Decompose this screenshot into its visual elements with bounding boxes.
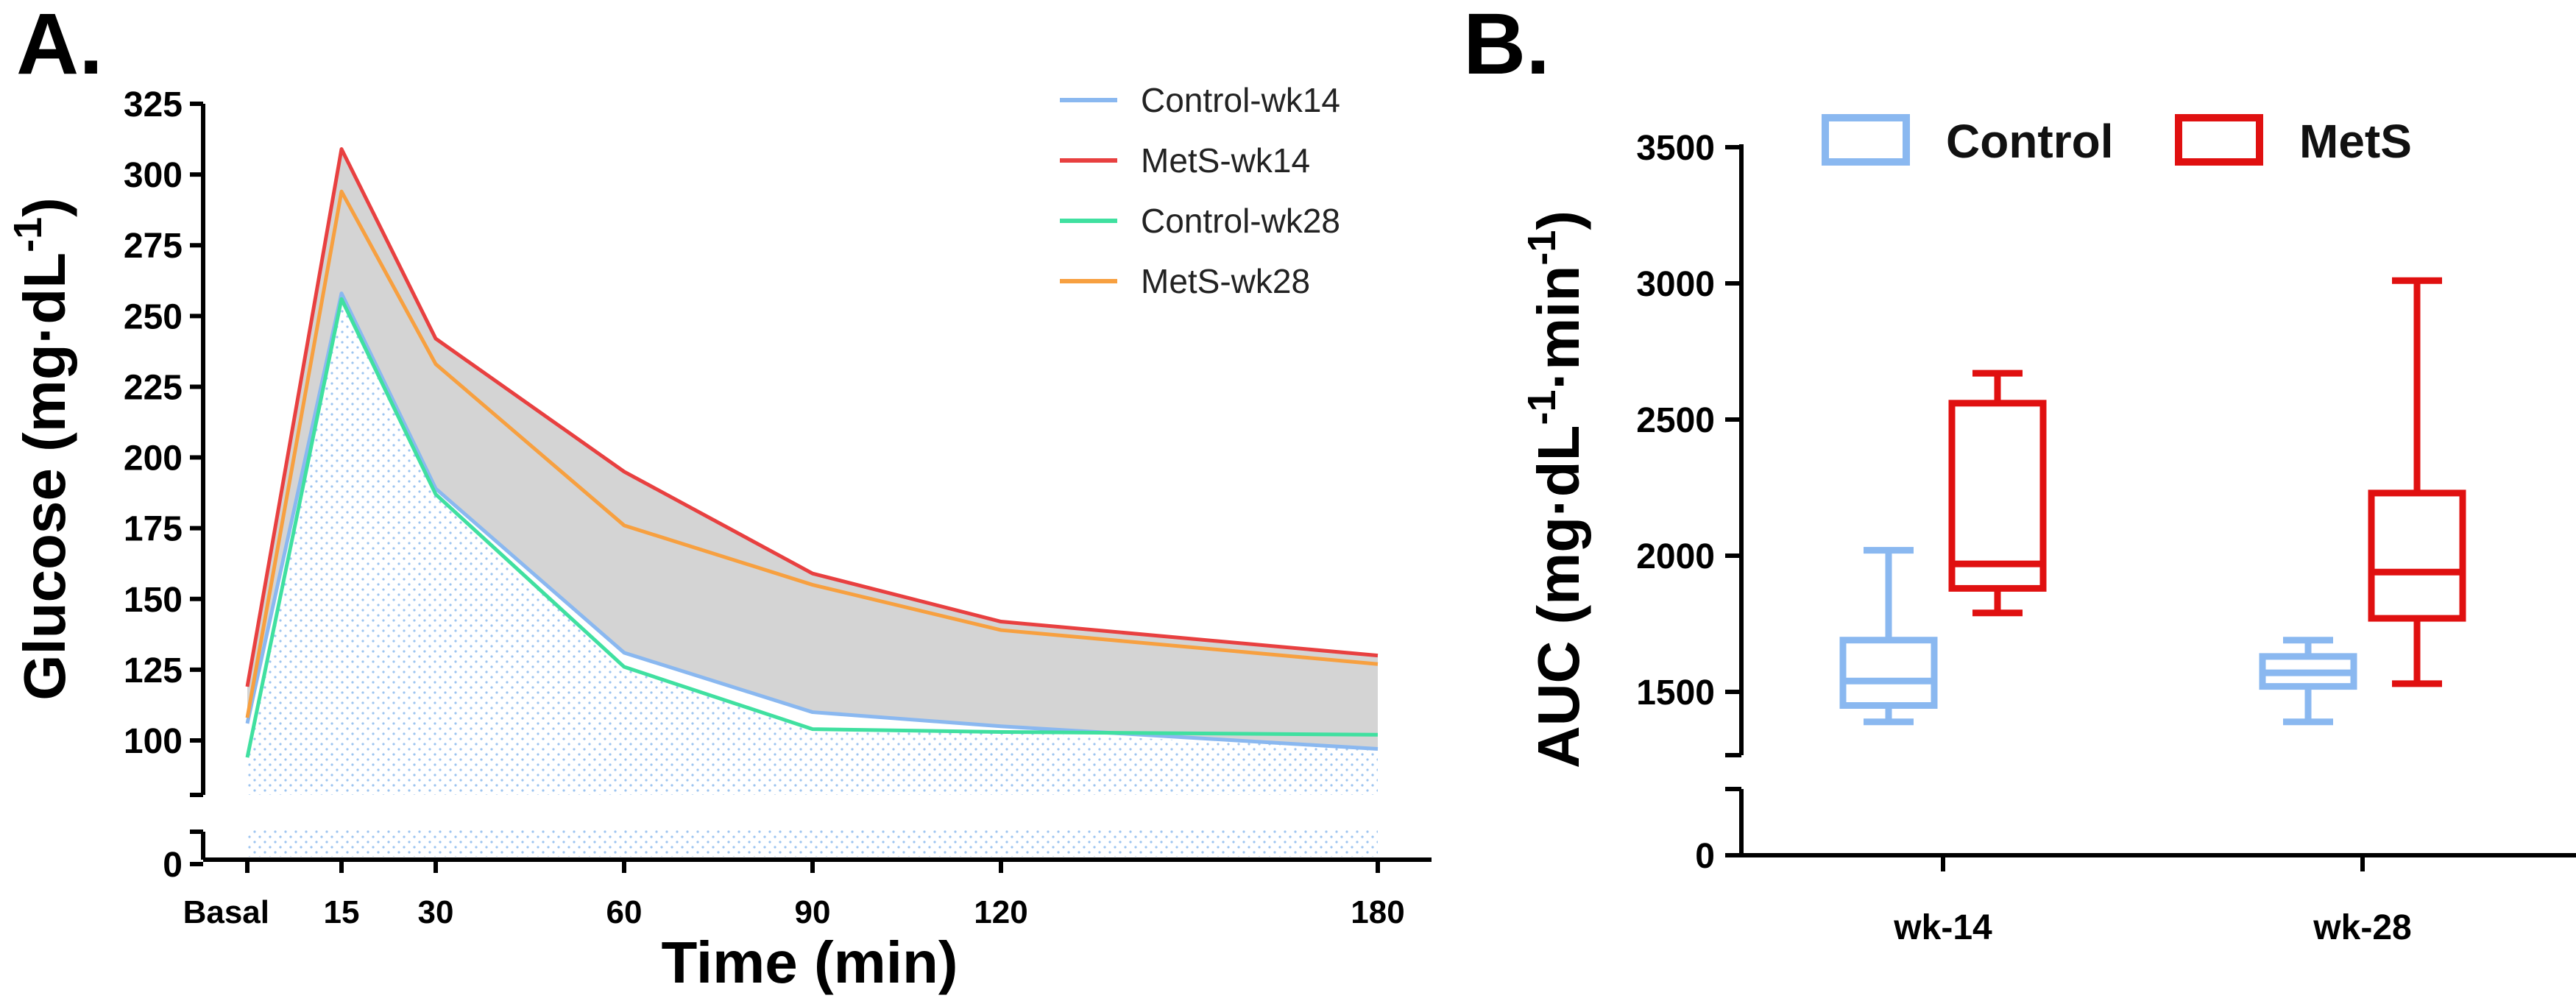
dotted-fill-lower bbox=[247, 830, 1378, 857]
dotted-fill-group bbox=[247, 299, 1378, 857]
y-tick-label: 125 bbox=[124, 651, 183, 690]
auc-tick-label: 2500 bbox=[1636, 401, 1715, 440]
legend-label: Control-wk14 bbox=[1141, 81, 1340, 119]
category-label: wk-14 bbox=[1893, 908, 1992, 947]
x-axis-title: Time (min) bbox=[661, 930, 958, 995]
box-iqr bbox=[1839, 637, 1938, 710]
x-tick-label: 120 bbox=[974, 894, 1027, 930]
legend-box-control bbox=[1822, 114, 1910, 166]
auc-tick-label: 3000 bbox=[1636, 265, 1715, 304]
box-plot-mets-wk-14 bbox=[1948, 369, 2047, 617]
series-lines-group bbox=[245, 147, 1379, 758]
dotted-fill-upper bbox=[247, 299, 1378, 795]
box-plot-mets-wk-28 bbox=[2368, 277, 2466, 687]
auc-axis-title-mid: ·min bbox=[1526, 266, 1591, 390]
legend-label: Control-wk28 bbox=[1141, 202, 1340, 240]
legend-label: MetS-wk28 bbox=[1141, 262, 1310, 300]
box-iqr bbox=[1948, 400, 2047, 592]
panel-a-label: A. bbox=[16, 0, 103, 93]
panel-b-legend: Control MetS bbox=[1822, 114, 2412, 168]
x-tick-label: 180 bbox=[1351, 894, 1404, 930]
legend-label: MetS-wk14 bbox=[1141, 141, 1310, 180]
y-axis-title-main: Glucose (mg·dL bbox=[12, 252, 77, 701]
shaded-area-group bbox=[247, 149, 1378, 749]
y-tick-label: 275 bbox=[124, 227, 183, 266]
legend-label: MetS bbox=[2299, 115, 2412, 168]
legend-label: Control bbox=[1946, 115, 2114, 168]
y-tick-label: 250 bbox=[124, 297, 183, 336]
series-line-control-wk14 bbox=[245, 291, 1379, 751]
y-tick-label: 175 bbox=[124, 510, 183, 549]
x-tick-label: 90 bbox=[795, 894, 831, 930]
panel-b-label: B. bbox=[1463, 0, 1550, 93]
y-tick-label: 0 bbox=[163, 846, 183, 885]
panel-b-ticks: 0 1500 2000 2500 3000 3500 wk-14 wk-28 bbox=[1636, 129, 2411, 947]
box-plot-control-wk-28 bbox=[2259, 637, 2357, 726]
auc-axis-title-close: ) bbox=[1526, 211, 1591, 230]
y-tick-label: 325 bbox=[124, 85, 183, 124]
panel-a-line-chart: A. 0 100 125 150 175 200 225 250 275 300 325 Basal 1… bbox=[6, 0, 1432, 995]
panel-a-ticks: 0 100 125 150 175 200 225 250 275 300 325 Basal 15 30… bbox=[124, 85, 1405, 930]
auc-tick-label: 3500 bbox=[1636, 129, 1715, 168]
auc-tick-label: 1500 bbox=[1636, 673, 1715, 712]
series-line-mets-wk14 bbox=[245, 147, 1379, 687]
category-label: wk-28 bbox=[2313, 908, 2411, 947]
y-axis-title-sup: -1 bbox=[6, 217, 50, 252]
box-plots-group bbox=[1839, 277, 2466, 726]
series-line-control-wk28 bbox=[245, 297, 1379, 758]
y-tick-label: 200 bbox=[124, 439, 183, 478]
y-tick-label: 300 bbox=[124, 156, 183, 195]
series-line-mets-wk28 bbox=[245, 189, 1379, 718]
auc-axis-title: AUC (mg·dL-1·min-1) bbox=[1520, 211, 1591, 768]
panel-b-axes bbox=[1725, 144, 2576, 857]
shaded-region bbox=[247, 149, 1378, 749]
x-tick-label: 60 bbox=[606, 894, 643, 930]
panel-b-box-chart: B. 0 1500 2000 2500 3000 3500 wk-14 wk-28 Contr… bbox=[1463, 0, 2576, 947]
y-tick-label: 150 bbox=[124, 581, 183, 620]
auc-tick-label: 0 bbox=[1695, 837, 1715, 876]
box-plot-control-wk-14 bbox=[1839, 547, 1938, 726]
panel-a-axes bbox=[190, 104, 1432, 862]
x-tick-label: 15 bbox=[324, 894, 360, 930]
y-axis-title: Glucose (mg·dL-1) bbox=[6, 197, 77, 701]
panel-a-legend: Control-wk14 MetS-wk14 Control-wk28 MetS-wk… bbox=[1060, 81, 1340, 300]
y-tick-label: 100 bbox=[124, 722, 183, 761]
auc-axis-title-sup2: -1 bbox=[1520, 230, 1564, 266]
box-iqr bbox=[2368, 489, 2466, 622]
y-axis-title-close: ) bbox=[12, 197, 77, 217]
auc-tick-label: 2000 bbox=[1636, 537, 1715, 576]
legend-box-mets bbox=[2175, 114, 2263, 166]
y-tick-label: 225 bbox=[124, 368, 183, 407]
auc-axis-title-sup1: -1 bbox=[1520, 389, 1564, 425]
auc-axis-title-main: AUC (mg·dL bbox=[1526, 425, 1591, 768]
x-tick-label: 30 bbox=[418, 894, 454, 930]
x-tick-label: Basal bbox=[183, 894, 269, 930]
